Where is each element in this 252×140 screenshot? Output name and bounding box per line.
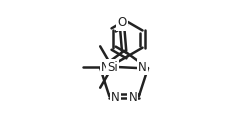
Text: N: N — [111, 91, 119, 104]
Text: N: N — [101, 60, 109, 74]
Text: O: O — [117, 16, 126, 29]
Text: N: N — [138, 60, 146, 74]
Text: Si: Si — [106, 60, 117, 74]
Text: N: N — [128, 91, 137, 104]
